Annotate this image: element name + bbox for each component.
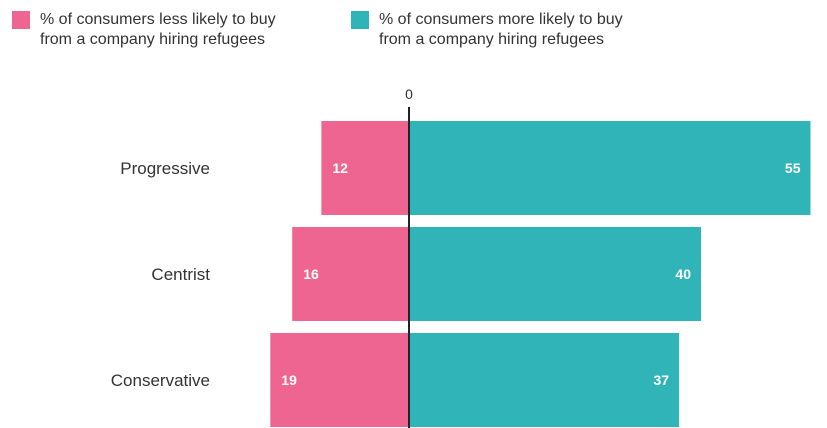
bar-less-1: [292, 227, 409, 321]
bar-less-2: [270, 333, 409, 427]
legend-item-more: % of consumers more likely to buy from a…: [351, 10, 623, 50]
value-label-less-1: 16: [303, 266, 319, 282]
category-label-0: Progressive: [120, 159, 210, 178]
legend-swatch-less: [12, 11, 30, 29]
legend-swatch-more: [351, 11, 369, 29]
legend-item-less: % of consumers less likely to buy from a…: [12, 10, 276, 50]
value-label-more-2: 37: [654, 372, 670, 388]
legend-label-more: % of consumers more likely to buy from a…: [379, 11, 623, 48]
bar-more-0: [409, 121, 811, 215]
value-label-less-2: 19: [281, 372, 297, 388]
legend-label-less: % of consumers less likely to buy from a…: [40, 11, 276, 48]
category-label-1: Centrist: [151, 265, 210, 284]
bar-less-0: [321, 121, 409, 215]
zero-tick-label: 0: [405, 86, 413, 102]
bar-more-1: [409, 227, 701, 321]
bar-more-2: [409, 333, 680, 427]
category-label-2: Conservative: [111, 371, 210, 390]
legend: % of consumers less likely to buy from a…: [12, 10, 812, 60]
value-label-less-0: 12: [332, 160, 348, 176]
value-label-more-0: 55: [785, 160, 801, 176]
value-label-more-1: 40: [675, 266, 691, 282]
